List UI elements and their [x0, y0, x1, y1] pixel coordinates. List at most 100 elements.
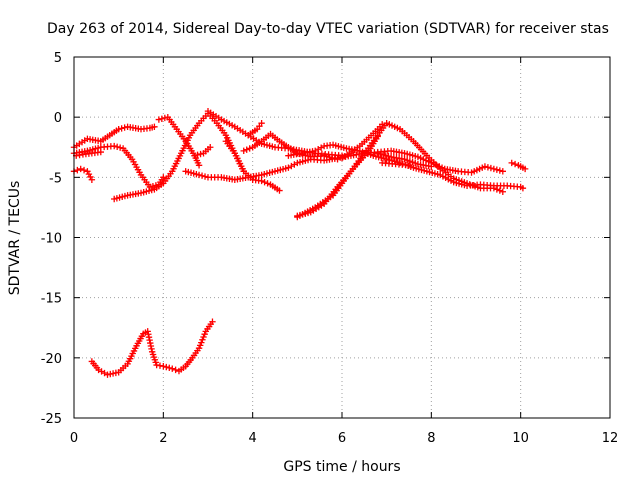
data-point	[77, 165, 84, 173]
y-axis-label: SDTVAR / TECUs	[7, 181, 23, 296]
x-tick-label: 8	[427, 431, 435, 446]
data-point	[499, 188, 506, 195]
data-point	[276, 187, 283, 194]
data-point	[155, 116, 163, 123]
y-tick-label: 0	[54, 111, 62, 126]
data-point	[198, 172, 206, 179]
data-point	[258, 177, 265, 185]
x-tick-label: 10	[512, 431, 529, 446]
data-point	[196, 342, 204, 349]
chart-title: Day 263 of 2014, Sidereal Day-to-day VTE…	[47, 21, 609, 37]
data-point	[113, 143, 121, 151]
data-point	[197, 150, 204, 158]
y-tick-label: -10	[41, 232, 62, 247]
data-point	[163, 363, 170, 371]
series-s2	[70, 123, 158, 151]
data-point	[379, 121, 386, 128]
data-point	[118, 125, 125, 132]
data-point	[481, 163, 489, 170]
series-s8	[191, 144, 214, 159]
data-point	[496, 187, 504, 194]
series-s20	[88, 318, 216, 378]
data-point	[80, 166, 88, 174]
data-point	[334, 156, 341, 163]
data-point	[487, 164, 495, 172]
data-point	[111, 142, 118, 150]
data-point	[201, 330, 208, 338]
data-point	[490, 184, 498, 192]
data-point	[172, 366, 179, 374]
x-tick-label: 2	[159, 431, 167, 446]
data-point	[201, 173, 209, 180]
data-point	[158, 115, 166, 122]
tick-labels: 0 2 4 6 8 10 12 -25 -20 -15 -10 -5 0 5	[41, 51, 619, 446]
data-point	[484, 164, 492, 171]
x-tick-label: 6	[338, 431, 346, 446]
plot-frame	[73, 56, 611, 419]
data-point	[161, 114, 169, 122]
series-s12	[245, 119, 265, 139]
y-tick-label: -15	[41, 292, 62, 307]
data-point	[493, 186, 501, 193]
series-s17	[374, 150, 435, 170]
data-point	[74, 166, 81, 174]
data-point	[499, 168, 506, 175]
data-point	[519, 184, 527, 192]
data-point	[195, 171, 203, 179]
data-point	[194, 151, 201, 159]
data-point	[195, 345, 203, 352]
data-point	[191, 152, 198, 159]
data-point	[199, 336, 206, 343]
x-tick-label: 4	[249, 431, 257, 446]
data-point	[116, 144, 124, 151]
series-s16	[338, 121, 386, 162]
data-point	[496, 167, 504, 174]
data-point	[198, 339, 205, 346]
data-point	[264, 180, 271, 187]
data-point	[261, 178, 268, 186]
data-point	[243, 146, 250, 153]
data-point	[121, 124, 128, 131]
data-point	[246, 145, 253, 152]
series-s19	[508, 159, 529, 173]
x-tick-label: 0	[70, 431, 78, 446]
y-tick-label: -25	[41, 412, 62, 427]
data-point	[240, 168, 247, 175]
data-point	[151, 123, 158, 130]
data-point	[493, 166, 501, 173]
data-point	[97, 148, 104, 156]
data-point	[207, 144, 214, 151]
data-point	[195, 162, 203, 169]
series-s1	[70, 142, 167, 191]
data-point	[428, 163, 435, 170]
series-s11	[240, 130, 341, 163]
data-point	[88, 176, 96, 183]
data-point	[490, 165, 498, 173]
data-point	[521, 165, 529, 173]
x-axis-label: GPS time / hours	[283, 459, 400, 475]
data-point	[258, 119, 265, 127]
data-point	[240, 147, 247, 155]
x-tick-label: 12	[602, 431, 619, 446]
data-point	[160, 174, 167, 181]
data-point	[209, 318, 216, 325]
data-point	[374, 133, 381, 140]
data-point	[115, 126, 122, 133]
series-s6	[155, 113, 203, 169]
data-point	[511, 160, 519, 168]
series-s10	[222, 138, 247, 175]
series-s4	[70, 165, 96, 183]
data-point	[166, 364, 173, 372]
data-point	[508, 159, 515, 167]
data-point	[160, 363, 167, 370]
grid-lines	[74, 57, 610, 418]
axis-ticks	[73, 56, 611, 419]
series-s18	[379, 159, 413, 169]
y-tick-label: -5	[49, 171, 62, 186]
data-point	[405, 162, 413, 169]
series-s3	[73, 148, 104, 159]
data-marks	[70, 107, 529, 378]
y-tick-label: 5	[54, 51, 62, 66]
series-s15	[294, 133, 381, 221]
